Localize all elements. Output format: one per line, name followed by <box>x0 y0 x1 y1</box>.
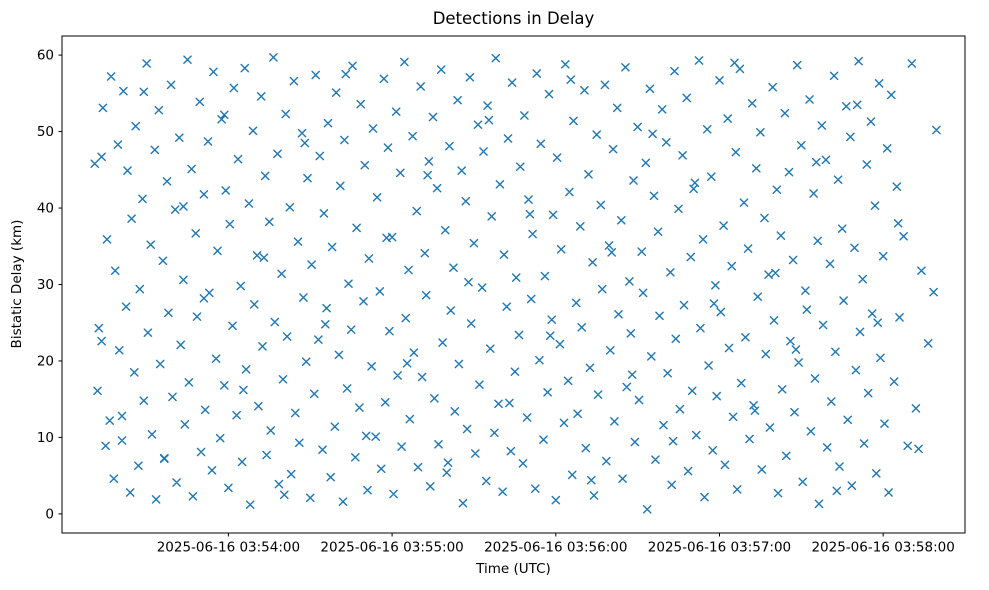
x-tick-label: 2025-06-16 03:58:00 <box>811 540 954 556</box>
x-tick-label: 2025-06-16 03:57:00 <box>648 540 791 556</box>
y-tick-label: 30 <box>37 277 54 293</box>
x-tick-label: 2025-06-16 03:55:00 <box>320 540 463 556</box>
scatter-points <box>90 53 941 514</box>
axes-box <box>61 35 966 534</box>
x-tick-label: 2025-06-16 03:54:00 <box>157 540 300 556</box>
x-tick-label: 2025-06-16 03:56:00 <box>484 540 627 556</box>
y-tick-label: 50 <box>37 124 54 140</box>
y-tick-label: 20 <box>37 353 54 369</box>
y-tick-label: 60 <box>37 48 54 64</box>
y-tick-label: 0 <box>45 506 54 522</box>
chart-title: Detections in Delay <box>432 9 595 28</box>
y-tick-label: 10 <box>37 430 54 446</box>
y-tick-label: 40 <box>37 201 54 217</box>
x-axis-label: Time (UTC) <box>476 561 551 577</box>
